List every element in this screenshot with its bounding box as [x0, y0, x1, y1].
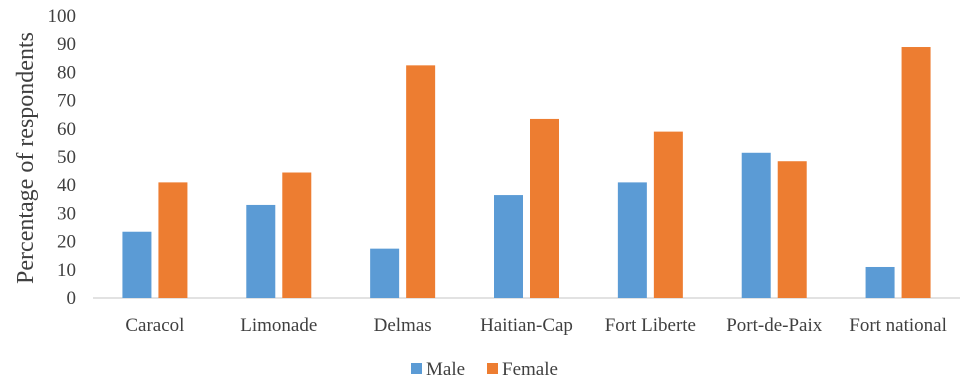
x-tick-label: Fort Liberte	[605, 315, 696, 336]
bar-male-port-de-paix	[741, 152, 771, 298]
x-tick-label: Limonade	[240, 315, 317, 336]
bar-female-fort-liberte	[653, 131, 683, 298]
y-tick-label: 90	[57, 34, 76, 55]
y-tick-label: 20	[57, 232, 76, 253]
bar-female-fort-national	[901, 47, 931, 298]
x-tick-label: Delmas	[374, 315, 432, 336]
y-tick-label: 10	[57, 260, 76, 281]
y-tick-label: 80	[57, 62, 76, 83]
x-axis-ticks: Caracol Limonade Delmas Haitian-Cap Fort Lib…	[125, 315, 947, 336]
y-tick-label: 40	[57, 175, 76, 196]
bar-male-haitian-cap	[494, 195, 523, 298]
y-tick-label: 30	[57, 203, 76, 224]
legend-label-male: Male	[426, 359, 465, 380]
y-tick-label: 70	[57, 91, 76, 112]
y-tick-label: 60	[57, 119, 76, 140]
bar-male-limonade	[246, 204, 276, 298]
bar-female-haitian-cap	[530, 118, 559, 299]
y-tick-label: 50	[57, 147, 76, 168]
legend-swatch-male	[411, 363, 422, 374]
y-tick-label: 100	[48, 6, 77, 27]
legend-swatch-female	[487, 363, 498, 374]
bar-female-delmas	[406, 65, 436, 298]
legend: Male Female	[411, 359, 558, 380]
y-axis-ticks: 0 10 20 30 40 50 60 70 80 90 100	[48, 6, 77, 309]
x-tick-label: Haitian-Cap	[480, 315, 573, 336]
y-tick-label: 0	[67, 288, 77, 309]
bar-male-fort-liberte	[617, 182, 647, 298]
bar-male-delmas	[370, 248, 400, 298]
bar-female-caracol	[158, 182, 188, 298]
y-axis-label: Percentage of respondents	[13, 32, 39, 284]
x-tick-label: Fort national	[849, 315, 947, 336]
bar-male-fort-national	[865, 266, 895, 298]
legend-label-female: Female	[502, 359, 558, 380]
bars	[122, 47, 931, 299]
bar-female-port-de-paix	[777, 161, 807, 298]
bar-male-caracol	[122, 231, 152, 298]
x-tick-label: Caracol	[125, 315, 184, 336]
bar-female-limonade	[282, 172, 312, 298]
x-tick-label: Port-de-Paix	[726, 315, 823, 336]
